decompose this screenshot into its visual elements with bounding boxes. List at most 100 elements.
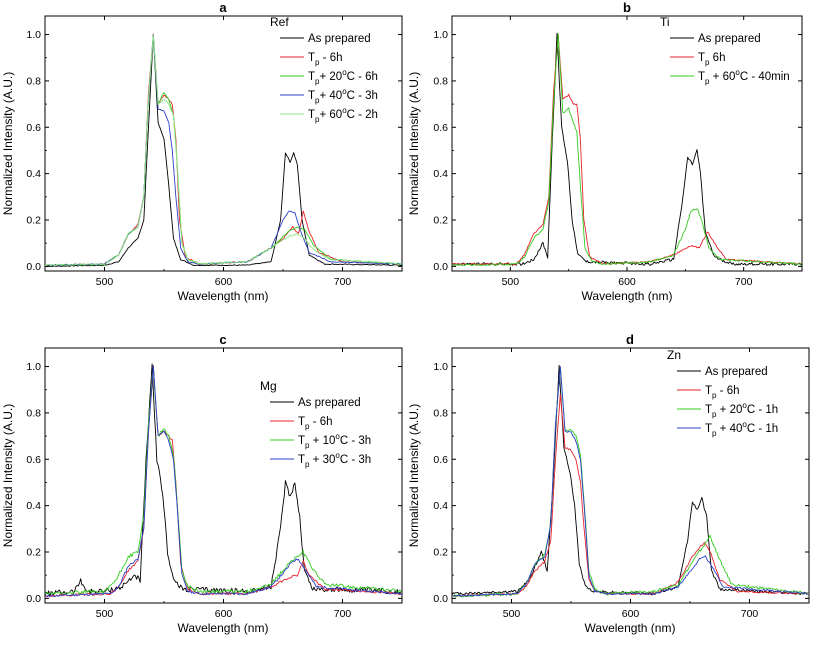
y-tick-label: 0.6: [433, 454, 448, 466]
x-tick-label: 700: [741, 608, 759, 620]
y-axis: 0.0 0.2 0.4 0.6 0.8 1.0: [26, 361, 402, 605]
y-tick-label: 1.0: [433, 29, 448, 41]
series-line: [45, 34, 402, 267]
y-axis-label: Normalized Intensity (A.U.): [1, 404, 15, 547]
y-axis-label: Normalized Intensity (A.U.): [407, 72, 421, 215]
y-axis-label: Normalized Intensity (A.U.): [1, 72, 15, 215]
panel-a: a 0.0 0.2 0.4 0.6 0.8 1.0 500 600 700 Ref As pre…: [1, 0, 403, 303]
legend-entry: Tp + 60oC - 40min: [698, 68, 790, 86]
series-group: [452, 32, 802, 267]
legend-entry: As prepared: [298, 397, 361, 409]
y-tick-label: 0.2: [433, 215, 448, 227]
series-line: [45, 33, 402, 266]
y-tick-label: 1.0: [26, 361, 41, 373]
x-axis: 500 600 700: [451, 348, 810, 620]
legend-title: Ref: [270, 15, 289, 29]
x-axis-label: Wavelength (nm): [178, 621, 269, 635]
x-tick-label: 600: [215, 608, 233, 620]
series-line: [452, 367, 809, 598]
series-line: [452, 33, 802, 267]
series-line: [45, 33, 402, 266]
y-axis-label: Normalized Intensity (A.U.): [407, 404, 421, 547]
series-line: [452, 34, 802, 266]
y-tick-label: 0.6: [433, 122, 448, 134]
y-tick-label: 0.0: [26, 593, 41, 605]
series-line: [45, 34, 402, 267]
x-axis-label: Wavelength (nm): [585, 621, 676, 635]
legend-entry: Tp + 10oC - 3h: [298, 432, 371, 450]
y-tick-label: 0.8: [433, 75, 448, 87]
x-tick-label: 700: [334, 608, 352, 620]
panel-title: a: [219, 0, 227, 15]
x-tick-label: 600: [622, 608, 640, 620]
y-tick-label: 0.2: [433, 547, 448, 559]
legend-entry: Tp + 30oC - 3h: [298, 451, 371, 469]
series-line: [452, 364, 809, 596]
x-tick-label: 500: [502, 276, 520, 288]
panel-title: c: [219, 332, 226, 347]
y-axis: 0.0 0.2 0.4 0.6 0.8 1.0: [433, 361, 809, 605]
x-tick-label: 600: [215, 276, 233, 288]
panel-b: b 0.0 0.2 0.4 0.6 0.8 1.0 500 600 700 Ti As prep…: [407, 0, 803, 303]
plot-frame: [44, 347, 403, 604]
plot-frame: [451, 347, 810, 604]
x-tick-label: 500: [96, 276, 114, 288]
y-tick-label: 1.0: [433, 361, 448, 373]
plot-frame: [451, 15, 803, 272]
y-tick-label: 1.0: [26, 29, 41, 41]
x-tick-label: 600: [618, 276, 636, 288]
legend-entry: As prepared: [705, 366, 768, 378]
y-tick-label: 0.2: [26, 547, 41, 559]
legend-title: Zn: [667, 348, 681, 362]
panel-d: d 0.0 0.2 0.4 0.6 0.8 1.0 500 600 700 Zn As prep…: [407, 332, 810, 635]
x-axis: 500 600 700: [44, 16, 403, 288]
y-axis: 0.0 0.2 0.4 0.6 0.8 1.0: [26, 29, 402, 273]
plot-frame: [44, 15, 403, 272]
series-line: [452, 366, 809, 598]
x-axis: 500 600 700: [451, 16, 803, 288]
legend-entry: Tp - 6h: [298, 416, 333, 431]
panel-title: d: [626, 332, 634, 347]
legend-entry: Tp - 6h: [705, 385, 740, 400]
panel-c: c 0.0 0.2 0.4 0.6 0.8 1.0 500 600 700 Mg As prep…: [1, 332, 403, 635]
legend-entry: Tp 6h: [698, 52, 725, 67]
series-group: [452, 364, 809, 598]
legend-entry: As prepared: [698, 33, 761, 45]
y-axis: 0.0 0.2 0.4 0.6 0.8 1.0: [433, 29, 802, 273]
legend-entry: As prepared: [308, 33, 371, 45]
y-tick-label: 0.0: [26, 261, 41, 273]
legend-title: Ti: [660, 15, 670, 29]
x-tick-label: 500: [503, 608, 521, 620]
y-tick-label: 0.8: [26, 407, 41, 419]
legend-entry: Tp+ 60oC - 2h: [308, 106, 378, 124]
y-tick-label: 0.8: [433, 407, 448, 419]
y-tick-label: 0.8: [26, 75, 41, 87]
y-tick-label: 0.4: [26, 168, 41, 180]
x-tick-label: 700: [735, 276, 753, 288]
series-line: [45, 366, 402, 595]
x-axis-label: Wavelength (nm): [582, 289, 673, 303]
y-tick-label: 0.0: [433, 261, 448, 273]
series-line: [452, 32, 802, 266]
y-tick-label: 0.4: [26, 500, 41, 512]
legend-entry: Tp+ 40oC - 3h: [308, 87, 378, 105]
y-tick-label: 0.6: [26, 122, 41, 134]
panel-title: b: [623, 0, 631, 15]
legend-title: Mg: [260, 379, 277, 393]
legend-entry: Tp + 20oC - 1h: [705, 401, 778, 419]
x-axis: 500 600 700: [44, 348, 403, 620]
legend-entry: Tp+ 20oC - 6h: [308, 68, 378, 86]
series-line: [45, 34, 402, 268]
y-tick-label: 0.4: [433, 168, 448, 180]
series-group: [45, 33, 402, 268]
series-group: [45, 363, 402, 598]
x-tick-label: 700: [334, 276, 352, 288]
y-tick-label: 0.6: [26, 454, 41, 466]
y-tick-label: 0.0: [433, 593, 448, 605]
series-line: [45, 365, 402, 598]
